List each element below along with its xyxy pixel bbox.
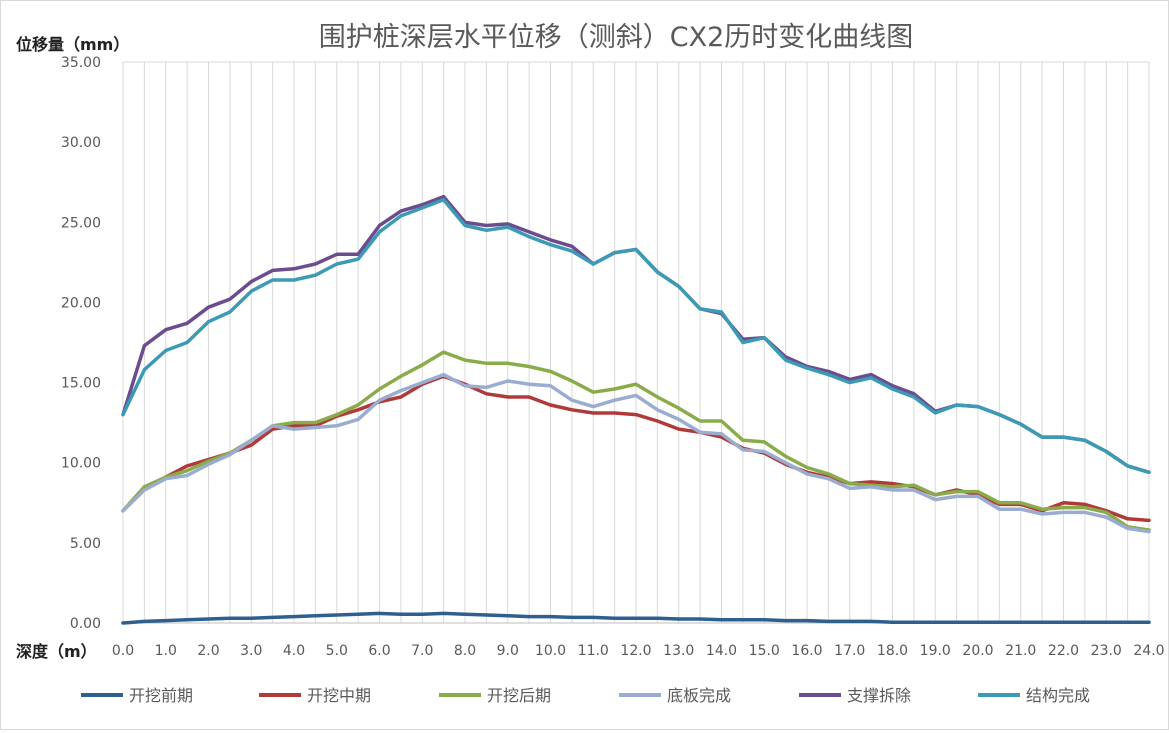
x-tick-label: 6.0 — [368, 643, 390, 659]
x-tick-label: 9.0 — [497, 643, 519, 659]
series-lines — [121, 194, 1151, 625]
grid-lines — [122, 61, 1150, 624]
x-tick-label: 0.0 — [112, 643, 134, 659]
x-tick-label: 3.0 — [240, 643, 262, 659]
x-tick-label: 14.0 — [706, 643, 737, 659]
legend-label: 开挖后期 — [487, 686, 551, 705]
series-line — [121, 611, 1151, 625]
y-tick-label: 30.00 — [61, 135, 101, 151]
legend: 开挖前期 开挖中期 开挖后期 底板完成 支撑拆除 结构完成 — [81, 686, 1090, 705]
x-tick-label: 22.0 — [1048, 643, 1079, 659]
y-tick-label: 20.00 — [61, 295, 101, 311]
x-tick-label: 18.0 — [877, 643, 908, 659]
y-tick-label: 0.00 — [70, 616, 101, 632]
x-tick-label: 17.0 — [834, 643, 865, 659]
x-tick-label: 20.0 — [962, 643, 993, 659]
series-line — [121, 350, 1151, 532]
x-tick-labels: 0.0 1.0 2.0 3.0 4.0 5.0 6.0 7.0 8.0 9.0 10.0 11.0 12… — [112, 643, 1165, 659]
x-tick-label: 21.0 — [1005, 643, 1036, 659]
legend-label: 开挖中期 — [307, 686, 371, 705]
chart-title: 围护桩深层水平位移（测斜）CX2历时变化曲线图 — [319, 22, 914, 53]
y-tick-label: 25.00 — [61, 215, 101, 231]
legend-label: 结构完成 — [1026, 686, 1090, 705]
x-tick-label: 2.0 — [197, 643, 219, 659]
x-tick-label: 13.0 — [663, 643, 694, 659]
x-tick-label: 4.0 — [283, 643, 305, 659]
x-tick-label: 5.0 — [326, 643, 348, 659]
x-tick-label: 10.0 — [535, 643, 566, 659]
x-tick-label: 8.0 — [454, 643, 476, 659]
y-tick-label: 10.00 — [61, 456, 101, 472]
x-tick-label: 23.0 — [1091, 643, 1122, 659]
x-tick-label: 12.0 — [620, 643, 651, 659]
legend-label: 底板完成 — [667, 686, 731, 705]
x-axis-label: 深度（m） — [16, 642, 97, 661]
y-tick-labels: 0.00 5.00 10.00 15.00 20.00 25.00 30.00 35.00 — [61, 55, 101, 632]
x-tick-label: 16.0 — [791, 643, 822, 659]
y-tick-label: 35.00 — [61, 55, 101, 71]
y-tick-label: 5.00 — [70, 536, 101, 552]
y-axis-label: 位移量（mm） — [16, 35, 129, 54]
x-tick-label: 24.0 — [1133, 643, 1164, 659]
x-tick-label: 1.0 — [155, 643, 177, 659]
x-tick-label: 11.0 — [578, 643, 609, 659]
y-tick-label: 15.00 — [61, 376, 101, 392]
series-line — [121, 198, 1151, 475]
legend-label: 支撑拆除 — [847, 686, 911, 705]
series-line — [121, 372, 1151, 534]
x-tick-label: 15.0 — [749, 643, 780, 659]
x-tick-label: 19.0 — [920, 643, 951, 659]
legend-label: 开挖前期 — [129, 686, 193, 705]
x-tick-label: 7.0 — [411, 643, 433, 659]
